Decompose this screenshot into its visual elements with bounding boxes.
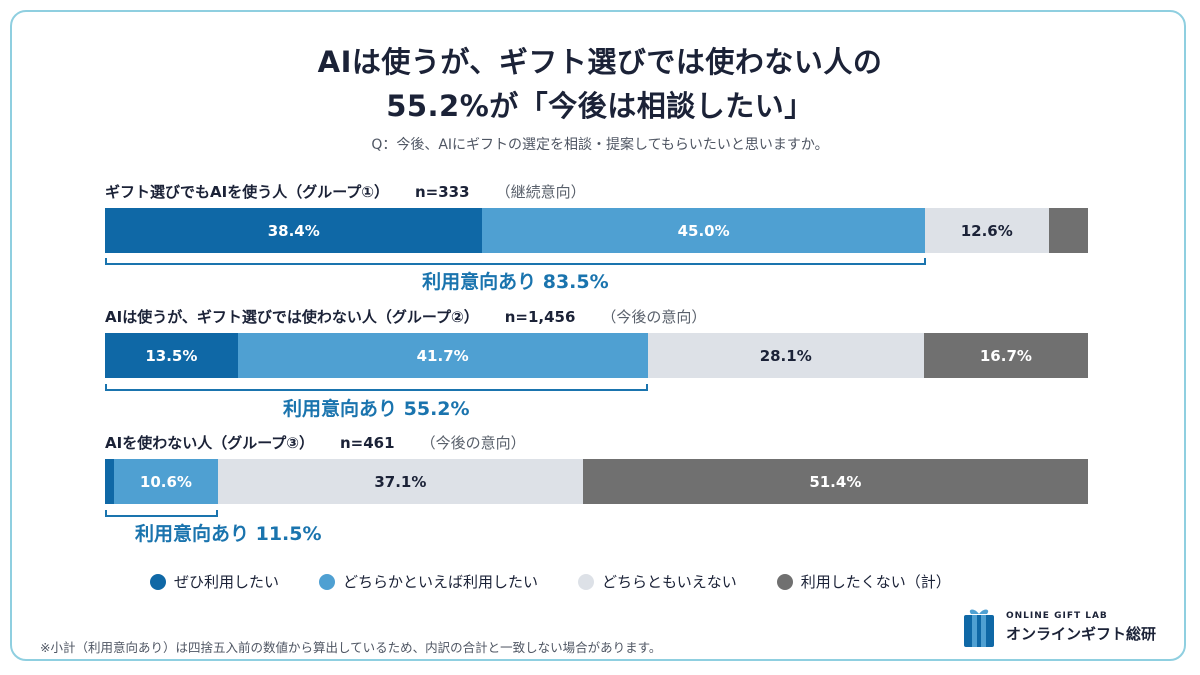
group2-n: n=1,456 bbox=[504, 308, 576, 326]
group2-label: AIは使うが、ギフト選びでは使わない人（グループ②） bbox=[105, 308, 479, 326]
group1-seg-label-somewhat: 45.0% bbox=[677, 221, 730, 240]
legend-dot-not bbox=[776, 573, 793, 590]
legend-dot-neutral bbox=[578, 573, 595, 590]
group3-seg-somewhat: 10.6% bbox=[113, 459, 219, 504]
group3-seg-label-somewhat: 10.6% bbox=[139, 472, 192, 491]
group2-label-row: AIは使うが、ギフト選びでは使わない人（グループ②） n=1,456 （今後の意向） bbox=[105, 306, 706, 327]
legend-dot-definitely bbox=[150, 573, 166, 590]
group3-subtotal-bracket bbox=[105, 510, 219, 517]
group3-seg-label-neutral: 37.1% bbox=[374, 472, 427, 491]
logo-text: ONLINE GIFT LAB オンラインギフト総研 bbox=[1006, 611, 1156, 644]
legend-item-neutral: どちらともいえない bbox=[578, 571, 737, 592]
group1-n: n=333 bbox=[415, 183, 470, 201]
group3-note: （今後の意向） bbox=[420, 434, 526, 452]
group3-subtotal: 利用意向あり 11.5% bbox=[135, 523, 322, 545]
group3-bar: 10.6% 37.1% 51.4% bbox=[105, 459, 1088, 504]
group3-seg-neutral: 37.1% bbox=[218, 459, 583, 504]
legend-label-neutral: どちらともいえない bbox=[602, 573, 737, 591]
group2-note: （今後の意向） bbox=[601, 308, 707, 326]
group1-seg-somewhat: 45.0% bbox=[482, 208, 925, 253]
group2-bar: 13.5% 41.7% 28.1% 16.7% bbox=[105, 333, 1088, 378]
group2-seg-somewhat: 41.7% bbox=[237, 333, 648, 378]
chart-title-line2: 55.2%が「今後は相談したい」 bbox=[386, 89, 814, 123]
legend-dot-somewhat bbox=[319, 573, 336, 590]
legend-item-somewhat: どちらかといえば利用したい bbox=[319, 571, 538, 592]
group1-seg-neutral: 12.6% bbox=[924, 208, 1049, 253]
logo-ja: オンラインギフト総研 bbox=[1006, 624, 1157, 643]
chart-title-line1: AIは使うが、ギフト選びでは使わない人の bbox=[317, 45, 883, 79]
group1-seg-not bbox=[1048, 208, 1088, 253]
group1-subtotal: 利用意向あり 83.5% bbox=[422, 271, 609, 293]
group3-seg-definitely bbox=[105, 459, 114, 504]
group3-seg-not: 51.4% bbox=[582, 459, 1088, 504]
group1-label: ギフト選びでもAIを使う人（グループ①） bbox=[105, 183, 389, 201]
legend-item-not: 利用したくない（計） bbox=[776, 571, 951, 592]
group2-subtotal: 利用意向あり 55.2% bbox=[283, 398, 470, 420]
survey-question: Q：今後、AIにギフトの選定を相談・提案してもらいたいと思いますか。 bbox=[371, 137, 829, 153]
group2-subtotal-bracket bbox=[105, 384, 648, 391]
group1-subtotal-bracket bbox=[105, 258, 926, 265]
group2-seg-label-neutral: 28.1% bbox=[759, 346, 812, 365]
legend: ぜひ利用したい どちらかといえば利用したい どちらともいえない 利用したくない（… bbox=[150, 571, 991, 592]
group3-seg-label-not: 51.4% bbox=[809, 472, 862, 491]
group2-seg-not: 16.7% bbox=[923, 333, 1088, 378]
group1-seg-definitely: 38.4% bbox=[105, 208, 483, 253]
group2-seg-neutral: 28.1% bbox=[647, 333, 924, 378]
group1-seg-label-definitely: 38.4% bbox=[267, 221, 320, 240]
legend-item-definitely: ぜひ利用したい bbox=[150, 571, 279, 592]
legend-label-definitely: ぜひ利用したい bbox=[174, 573, 280, 591]
group3-n: n=461 bbox=[340, 434, 395, 452]
group3-label: AIを使わない人（グループ③） bbox=[105, 434, 314, 452]
logo-en: ONLINE GIFT LAB bbox=[1006, 610, 1108, 621]
group3-label-row: AIを使わない人（グループ③） n=461 （今後の意向） bbox=[105, 432, 526, 453]
legend-label-not: 利用したくない（計） bbox=[800, 573, 951, 591]
group1-bar: 38.4% 45.0% 12.6% bbox=[105, 208, 1088, 253]
brand-logo: ONLINE GIFT LAB オンラインギフト総研 bbox=[962, 605, 1156, 649]
group1-note: （継続意向） bbox=[495, 183, 586, 201]
footnote: ※小計（利用意向あり）は四捨五入前の数値から算出しているため、内訳の合計と一致し… bbox=[40, 640, 662, 655]
group2-seg-label-definitely: 13.5% bbox=[145, 346, 198, 365]
gift-box-icon bbox=[964, 609, 994, 647]
group2-seg-label-not: 16.7% bbox=[979, 346, 1032, 365]
group2-seg-definitely: 13.5% bbox=[105, 333, 238, 378]
group2-seg-label-somewhat: 41.7% bbox=[416, 346, 469, 365]
group1-label-row: ギフト選びでもAIを使う人（グループ①） n=333 （継続意向） bbox=[105, 181, 586, 202]
legend-label-somewhat: どちらかといえば利用したい bbox=[343, 573, 539, 591]
group1-seg-label-neutral: 12.6% bbox=[960, 221, 1013, 240]
